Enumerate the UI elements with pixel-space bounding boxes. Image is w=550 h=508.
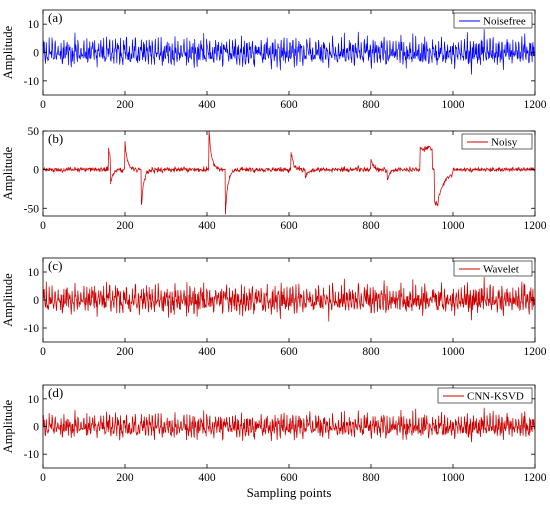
y-axis-label: Amplitude — [1, 273, 15, 327]
y-tick-label: 50 — [28, 126, 40, 138]
y-tick-label: -10 — [24, 76, 40, 88]
x-tick-label: 600 — [280, 346, 298, 358]
legend: Noisefree — [453, 12, 533, 29]
x-tick-label: 0 — [40, 346, 46, 358]
legend-label: CNN-KSVD — [467, 391, 524, 403]
y-tick-label: 0 — [33, 295, 39, 307]
plot-frame — [42, 130, 536, 217]
y-axis-label: Amplitude — [1, 25, 15, 79]
y-tick-label: 0 — [33, 422, 39, 434]
y-axis-label: Amplitude — [1, 146, 15, 200]
x-tick-label: 400 — [198, 346, 216, 358]
x-tick-label: 1000 — [442, 472, 465, 484]
x-tick-label: 600 — [280, 472, 298, 484]
legend-label: Wavelet — [483, 264, 519, 276]
x-tick-label: 800 — [362, 220, 380, 232]
x-tick-label: 1000 — [442, 99, 465, 111]
x-tick-label: 600 — [280, 99, 298, 111]
panel-label: (c) — [48, 258, 62, 273]
x-tick-label: 1200 — [524, 346, 547, 358]
x-tick-label: 400 — [198, 220, 216, 232]
panel-label: (a) — [48, 10, 62, 25]
y-tick-label: 10 — [28, 19, 40, 31]
x-axis-label: Sampling points — [247, 485, 332, 500]
x-tick-label: 200 — [116, 220, 134, 232]
x-tick-label: 400 — [198, 99, 216, 111]
x-tick-label: 0 — [40, 99, 46, 111]
x-tick-label: 1000 — [442, 346, 465, 358]
panel-label: (b) — [48, 131, 63, 146]
x-tick-label: 800 — [362, 346, 380, 358]
y-tick-label: -10 — [24, 449, 40, 461]
y-tick-label: -10 — [24, 323, 40, 335]
y-tick-label: 10 — [28, 267, 40, 279]
legend-box — [461, 133, 533, 150]
legend-label: Noisefree — [483, 16, 526, 28]
legend-box — [453, 12, 533, 29]
legend: Wavelet — [453, 260, 533, 277]
y-tick-label: 0 — [33, 48, 39, 60]
x-tick-label: 200 — [116, 99, 134, 111]
series-line-cnn-ksvd — [42, 407, 535, 443]
legend: CNN-KSVD — [437, 387, 533, 404]
x-tick-label: 1200 — [524, 472, 547, 484]
legend-box — [453, 260, 533, 277]
y-tick-label: 10 — [28, 394, 40, 406]
x-tick-label: 1000 — [442, 220, 465, 232]
x-tick-label: 0 — [40, 472, 46, 484]
y-axis-label: Amplitude — [1, 399, 15, 453]
series-line-wavelet — [42, 276, 535, 322]
y-tick-label: -50 — [24, 203, 40, 215]
x-tick-label: 1200 — [524, 99, 547, 111]
legend: Noisy — [461, 133, 533, 150]
y-tick-label: 0 — [33, 165, 39, 177]
x-tick-label: 800 — [362, 472, 380, 484]
x-tick-label: 600 — [280, 220, 298, 232]
x-tick-label: 1200 — [524, 220, 547, 232]
series-line-noisefree — [42, 29, 535, 75]
x-tick-label: 0 — [40, 220, 46, 232]
legend-label: Noisy — [491, 137, 518, 149]
x-tick-label: 400 — [198, 472, 216, 484]
series-line-noisy — [42, 130, 535, 215]
panel-label: (d) — [48, 385, 63, 400]
x-tick-label: 200 — [116, 346, 134, 358]
x-tick-label: 800 — [362, 99, 380, 111]
x-tick-label: 200 — [116, 472, 134, 484]
legend-box — [437, 387, 533, 404]
